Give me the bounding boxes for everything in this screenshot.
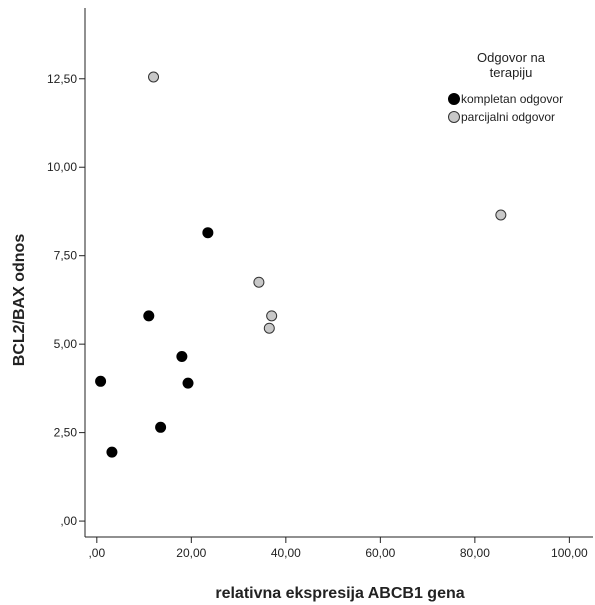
data-points bbox=[95, 71, 507, 458]
point-kompletan-odgovor bbox=[176, 351, 188, 363]
point-parcijalni-odgovor bbox=[263, 322, 275, 334]
y-tick-label: 12,50 bbox=[47, 72, 77, 86]
legend-title-line-1: Odgovor na bbox=[477, 50, 546, 65]
x-tick-label: 20,00 bbox=[176, 546, 206, 560]
point-parcijalni-odgovor bbox=[253, 276, 265, 288]
y-tick-label: 10,00 bbox=[47, 160, 77, 174]
x-tick-label: 40,00 bbox=[271, 546, 301, 560]
point-kompletan-odgovor bbox=[143, 310, 155, 322]
x-tick-label: ,00 bbox=[88, 546, 105, 560]
x-axis-title: relativna ekspresija ABCB1 gena bbox=[215, 585, 464, 602]
y-tick-label: 7,50 bbox=[54, 249, 78, 263]
y-tick-label: 5,00 bbox=[54, 337, 78, 351]
point-kompletan-odgovor bbox=[155, 421, 167, 433]
axes bbox=[84, 8, 593, 538]
y-axis-ticks: ,00 2,50 5,00 7,50 10,00 12,50 bbox=[47, 72, 85, 528]
legend-marker-parcijalni-odgovor bbox=[448, 111, 460, 123]
point-kompletan-odgovor bbox=[202, 227, 214, 239]
point-parcijalni-odgovor bbox=[266, 310, 278, 322]
x-axis-ticks: ,00 20,00 40,00 60,00 80,00 100,00 bbox=[88, 537, 588, 560]
point-kompletan-odgovor bbox=[182, 377, 194, 389]
x-tick-label: 100,00 bbox=[551, 546, 588, 560]
x-tick-label: 80,00 bbox=[460, 546, 490, 560]
legend-marker-kompletan-odgovor bbox=[448, 93, 460, 105]
legend: Odgovor na terapiju kompletan odgovor pa… bbox=[448, 50, 563, 124]
legend-title-line-2: terapiju bbox=[490, 65, 533, 80]
point-kompletan-odgovor bbox=[106, 446, 118, 458]
y-axis-title: BCL2/BAX odnos bbox=[11, 234, 28, 367]
y-tick-label: 2,50 bbox=[54, 426, 78, 440]
x-tick-label: 60,00 bbox=[365, 546, 395, 560]
legend-label-kompletan-odgovor: kompletan odgovor bbox=[461, 92, 563, 106]
point-parcijalni-odgovor bbox=[148, 71, 160, 83]
point-parcijalni-odgovor bbox=[495, 209, 507, 221]
y-tick-label: ,00 bbox=[60, 514, 77, 528]
point-kompletan-odgovor bbox=[95, 375, 107, 387]
legend-label-parcijalni-odgovor: parcijalni odgovor bbox=[461, 110, 555, 124]
